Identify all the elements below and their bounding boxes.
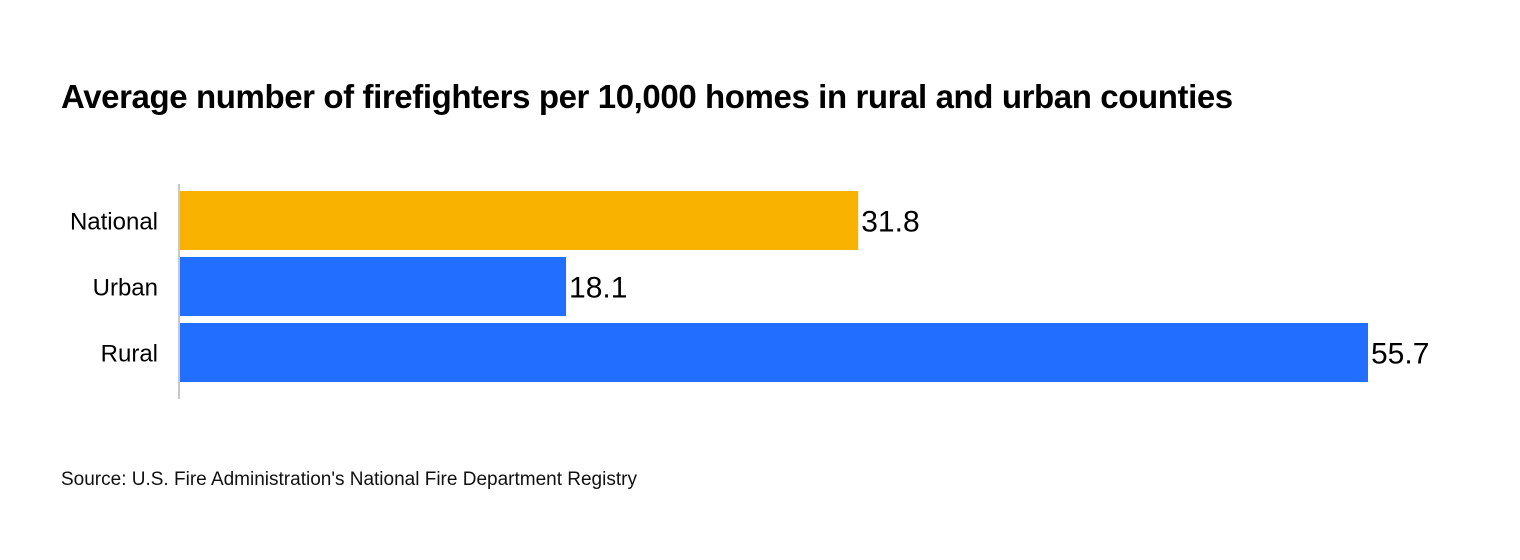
bar-national: [180, 191, 859, 250]
source-note: Source: U.S. Fire Administration's Natio…: [61, 469, 637, 490]
value-label-rural: 55.7: [1371, 338, 1429, 371]
bar-urban: [180, 257, 567, 316]
category-label-rural: Rural: [101, 341, 158, 368]
value-label-national: 31.8: [861, 206, 919, 239]
chart-title: Average number of firefighters per 10,00…: [61, 78, 1233, 115]
category-label-national: National: [70, 209, 158, 236]
bar-rural: [180, 323, 1368, 382]
labels-layer: National 31.8 Urban 18.1 Rural 55.7: [70, 206, 1429, 371]
bars-layer: [180, 191, 1368, 382]
value-label-urban: 18.1: [569, 272, 627, 305]
category-label-urban: Urban: [93, 275, 158, 302]
